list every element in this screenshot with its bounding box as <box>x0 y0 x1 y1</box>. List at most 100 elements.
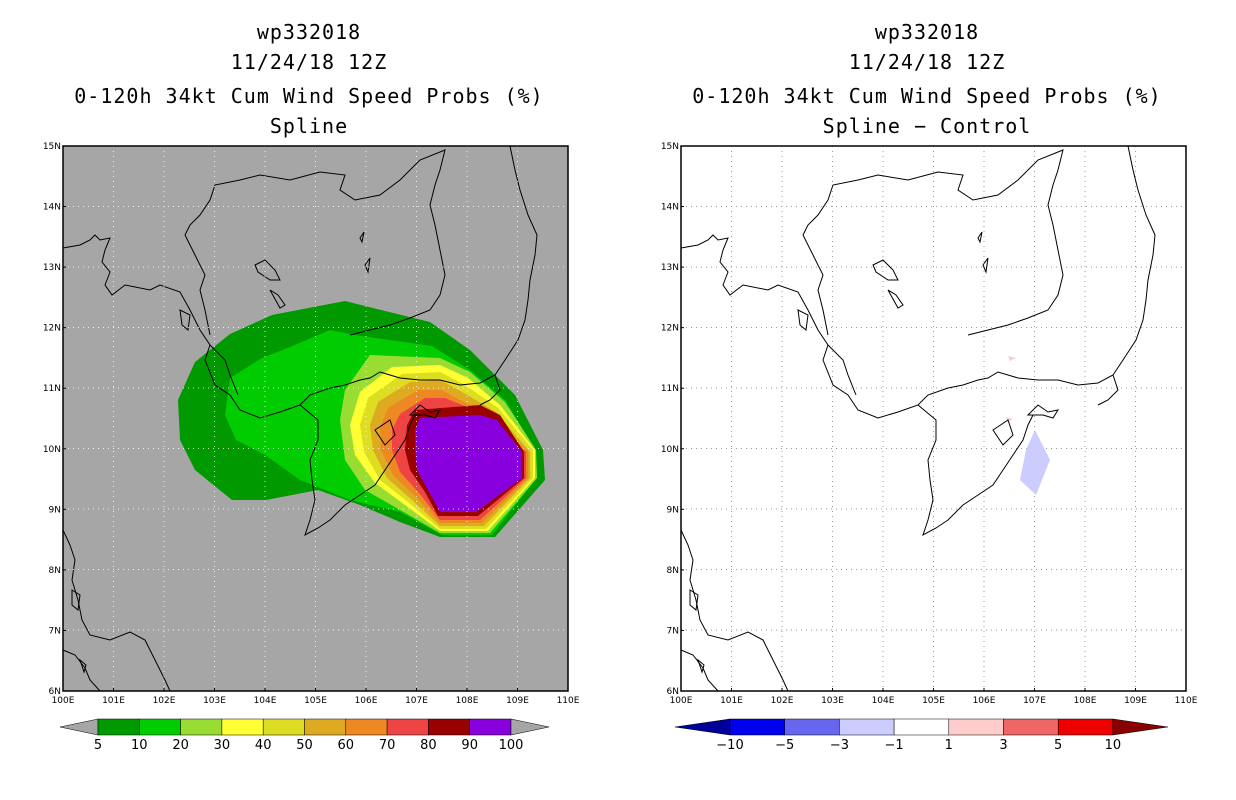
left-title-date: 11/24/18 12Z <box>230 50 388 74</box>
lat-label: 9N <box>667 505 679 515</box>
right-lon-labels: 100E 101E 102E 103E 104E 105E 106E 107E 108E 109E… <box>670 688 1198 706</box>
right-title-field: 0-120h 34kt Cum Wind Speed Probs (%) <box>692 84 1162 108</box>
lat-label: 13N <box>43 263 61 273</box>
colorbar-swatch <box>948 718 1004 736</box>
lat-label: 10N <box>43 445 61 455</box>
colorbar-high-arrow <box>1112 718 1168 736</box>
colorbar-label: −10 <box>716 738 743 753</box>
lat-label: 10N <box>661 445 679 455</box>
lon-label: 107E <box>405 696 428 706</box>
colorbar-low-arrow <box>59 718 99 736</box>
lon-label: 109E <box>1124 696 1147 706</box>
lon-label: 101E <box>720 696 743 706</box>
lat-label: 7N <box>667 626 679 636</box>
colorbar-label: 60 <box>338 738 355 753</box>
lat-label: 12N <box>43 324 61 334</box>
left-coastlines <box>62 145 538 692</box>
right-coastlines <box>680 145 1156 692</box>
lat-label: 15N <box>43 142 61 152</box>
colorbar-label: 90 <box>461 738 478 753</box>
colorbar-swatch <box>469 718 512 736</box>
lat-label: 12N <box>661 324 679 334</box>
lat-label: 6N <box>667 687 679 697</box>
lat-label: 9N <box>49 505 61 515</box>
lon-label: 103E <box>821 696 844 706</box>
lon-label: 105E <box>922 696 945 706</box>
colorbar-label: −1 <box>885 738 904 753</box>
left-lon-labels: 100E 101E 102E 103E 104E 105E 106E 107E 108E 109E… <box>52 688 580 706</box>
left-title-id: wp332018 <box>256 20 362 44</box>
lon-label: 107E <box>1023 696 1046 706</box>
colorbar-label: 50 <box>296 738 313 753</box>
colorbar-label: 70 <box>379 738 396 753</box>
colorbar-label: 40 <box>255 738 272 753</box>
lon-label: 103E <box>203 696 226 706</box>
contour-90 <box>415 415 522 512</box>
lat-label: 8N <box>667 566 679 576</box>
lat-label: 11N <box>43 384 61 394</box>
colorbar-label: 80 <box>420 738 437 753</box>
left-lat-labels: 15N 14N 13N 12N 11N 10N 9N 8N 7N 6N <box>43 142 66 697</box>
colorbar-swatch <box>893 718 950 736</box>
right-lat-labels: 15N 14N 13N 12N 11N 10N 9N 8N 7N 6N <box>661 142 684 697</box>
colorbar-label: 10 <box>1105 738 1122 753</box>
colorbar-label: 1 <box>945 738 953 753</box>
lat-label: 14N <box>43 203 61 213</box>
left-panel: wp332018 11/24/18 12Z 0-120h 34kt Cum Wi… <box>0 22 618 753</box>
colorbar-swatch <box>221 718 264 736</box>
lon-label: 108E <box>1074 696 1097 706</box>
colorbar-low-arrow <box>674 718 731 736</box>
positive-diff-patch-1 <box>1008 356 1016 361</box>
lon-label: 108E <box>456 696 479 706</box>
lat-label: 6N <box>49 687 61 697</box>
right-panel: wp332018 11/24/18 12Z 0-120h 34kt Cum Wi… <box>618 0 1236 800</box>
lon-label: 110E <box>1175 696 1198 706</box>
colorbar-swatch <box>180 718 223 736</box>
colorbar-label: 30 <box>214 738 231 753</box>
right-colorbar: −10 −5 −3 −1 1 3 5 10 <box>674 718 1168 753</box>
lon-label: 109E <box>506 696 529 706</box>
lon-label: 106E <box>973 696 996 706</box>
colorbar-swatch <box>428 718 470 736</box>
right-title-block: wp332018 11/24/18 12Z 0-120h 34kt Cum Wi… <box>618 22 1236 136</box>
colorbar-label: −5 <box>775 738 794 753</box>
left-title-block: wp332018 11/24/18 12Z 0-120h 34kt Cum Wi… <box>0 22 618 136</box>
left-colorbar: 5 10 20 30 40 50 60 70 80 90 100 <box>59 718 550 753</box>
lon-label: 104E <box>254 696 277 706</box>
colorbar-swatch <box>304 718 347 736</box>
left-gridlines <box>63 146 568 691</box>
right-title-date: 11/24/18 12Z <box>848 50 1006 74</box>
colorbar-label: 5 <box>1054 738 1062 753</box>
lon-label: 102E <box>153 696 176 706</box>
colorbar-swatch <box>386 718 429 736</box>
right-title-sub: Spline − Control <box>822 114 1032 138</box>
negative-diff-patch <box>1020 430 1050 495</box>
lon-label: 101E <box>102 696 125 706</box>
colorbar-swatch <box>345 718 388 736</box>
colorbar-swatch <box>729 718 785 736</box>
colorbar-label: 10 <box>131 738 148 753</box>
lat-label: 11N <box>661 384 679 394</box>
left-title-field: 0-120h 34kt Cum Wind Speed Probs (%) <box>74 84 544 108</box>
lat-label: 8N <box>49 566 61 576</box>
lon-label: 106E <box>355 696 378 706</box>
lon-label: 105E <box>304 696 327 706</box>
colorbar-swatch <box>839 718 895 736</box>
lat-label: 14N <box>661 203 679 213</box>
colorbar-swatch <box>1057 718 1114 736</box>
colorbar-swatch <box>97 718 140 736</box>
colorbar-label: 5 <box>94 738 102 753</box>
left-title-sub: Spline <box>269 114 349 138</box>
colorbar-label: −3 <box>830 738 849 753</box>
right-difference-field <box>1006 356 1050 495</box>
colorbar-label: 3 <box>999 738 1007 753</box>
colorbar-label: 20 <box>172 738 189 753</box>
lat-label: 7N <box>49 626 61 636</box>
colorbar-label: 100 <box>499 738 524 753</box>
colorbar-swatch <box>139 718 181 736</box>
right-gridlines <box>681 146 1186 691</box>
lon-label: 102E <box>771 696 794 706</box>
lon-label: 100E <box>52 696 75 706</box>
